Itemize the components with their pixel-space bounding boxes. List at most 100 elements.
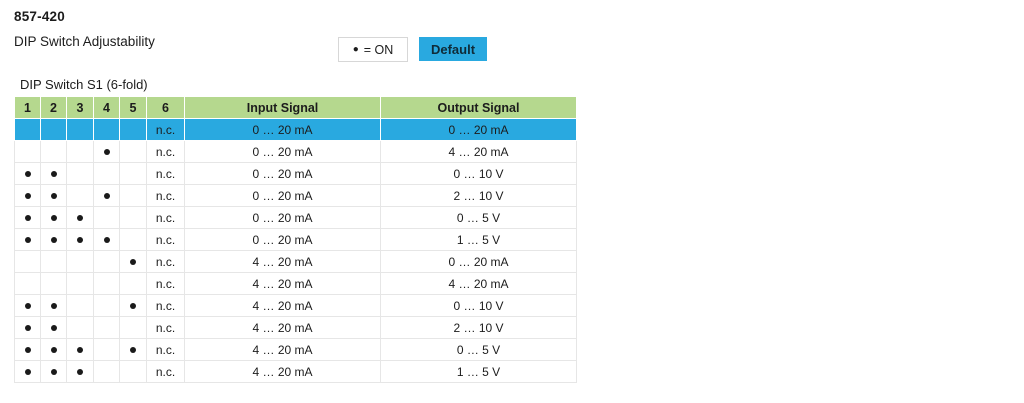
switch-2-cell xyxy=(40,162,67,185)
switch-2-cell xyxy=(40,360,67,383)
on-dot-icon xyxy=(24,193,31,200)
switch-3-cell xyxy=(66,250,94,273)
switch-5-cell xyxy=(119,294,147,317)
switch-5-cell xyxy=(119,360,147,383)
switch-1-cell xyxy=(14,272,41,295)
switch-4-cell xyxy=(93,338,120,361)
switch-3-cell xyxy=(66,162,94,185)
switch-6-cell: n.c. xyxy=(146,228,185,251)
switch-2-cell xyxy=(40,184,67,207)
switch-6-cell: n.c. xyxy=(146,338,185,361)
table-row: n.c. 0 … 20 mA 1 … 5 V xyxy=(14,228,577,251)
input-signal-cell: 4 … 20 mA xyxy=(184,272,381,295)
header-row: 1 2 3 4 5 6 Input Signal Output Signal xyxy=(14,96,577,119)
on-dot-icon xyxy=(103,193,110,200)
switch-4-cell xyxy=(93,228,120,251)
output-signal-cell: 0 … 5 V xyxy=(380,206,577,229)
switch-2-cell xyxy=(40,338,67,361)
switch-3-cell xyxy=(66,206,94,229)
switch-2-cell xyxy=(40,294,67,317)
table-row: n.c. 4 … 20 mA 1 … 5 V xyxy=(14,360,577,383)
switch-3-cell xyxy=(66,360,94,383)
output-signal-cell: 2 … 10 V xyxy=(380,184,577,207)
table-caption: DIP Switch S1 (6-fold) xyxy=(20,77,148,92)
switch-2-cell xyxy=(40,272,67,295)
on-dot-icon xyxy=(77,369,83,376)
switch-3-cell xyxy=(66,118,94,141)
switch-6-cell: n.c. xyxy=(146,250,185,273)
column-header-3: 3 xyxy=(66,96,94,119)
switch-1-cell xyxy=(14,206,41,229)
default-legend-badge: Default xyxy=(419,37,487,61)
switch-6-cell: n.c. xyxy=(146,162,185,185)
switch-1-cell xyxy=(14,228,41,251)
table-row: n.c. 4 … 20 mA 0 … 5 V xyxy=(14,338,577,361)
switch-6-cell: n.c. xyxy=(146,140,185,163)
on-dot-icon xyxy=(77,237,83,244)
switch-3-cell xyxy=(66,294,94,317)
switch-4-cell xyxy=(93,140,120,163)
switch-4-cell xyxy=(93,162,120,185)
on-dot-icon xyxy=(130,347,136,354)
switch-4-cell xyxy=(93,118,120,141)
output-signal-cell: 0 … 10 V xyxy=(380,294,577,317)
on-dot-icon xyxy=(130,259,136,266)
switch-1-cell xyxy=(14,294,41,317)
column-header-input-signal: Input Signal xyxy=(184,96,381,119)
output-signal-cell: 2 … 10 V xyxy=(380,316,577,339)
input-signal-cell: 0 … 20 mA xyxy=(184,140,381,163)
switch-2-cell xyxy=(40,250,67,273)
switch-5-cell xyxy=(119,184,147,207)
dip-switch-table: 1 2 3 4 5 6 Input Signal Output Signal n.c. 0 … … xyxy=(14,96,577,383)
on-dot-icon xyxy=(50,303,57,310)
on-dot-icon xyxy=(77,215,83,222)
table-row: n.c. 0 … 20 mA 0 … 10 V xyxy=(14,162,577,185)
input-signal-cell: 4 … 20 mA xyxy=(184,250,381,273)
column-header-output-signal: Output Signal xyxy=(380,96,577,119)
switch-1-cell xyxy=(14,338,41,361)
output-signal-cell: 0 … 20 mA xyxy=(380,118,577,141)
page-title: 857-420 xyxy=(14,9,65,24)
column-header-2: 2 xyxy=(40,96,67,119)
on-dot-icon xyxy=(103,149,110,156)
switch-6-cell: n.c. xyxy=(146,294,185,317)
on-dot-icon xyxy=(50,215,57,222)
on-dot-icon xyxy=(24,215,31,222)
on-dot-icon xyxy=(24,303,31,310)
input-signal-cell: 4 … 20 mA xyxy=(184,338,381,361)
switch-6-cell: n.c. xyxy=(146,206,185,229)
on-dot-icon xyxy=(130,303,136,310)
switch-2-cell xyxy=(40,228,67,251)
input-signal-cell: 4 … 20 mA xyxy=(184,316,381,339)
switch-3-cell xyxy=(66,316,94,339)
input-signal-cell: 0 … 20 mA xyxy=(184,184,381,207)
switch-5-cell xyxy=(119,250,147,273)
switch-1-cell xyxy=(14,140,41,163)
switch-6-cell: n.c. xyxy=(146,360,185,383)
switch-5-cell xyxy=(119,316,147,339)
on-dot-icon xyxy=(103,237,110,244)
switch-5-cell xyxy=(119,118,147,141)
on-dot-icon: ● xyxy=(352,44,359,55)
switch-6-cell: n.c. xyxy=(146,184,185,207)
on-dot-icon xyxy=(50,347,57,354)
input-signal-cell: 0 … 20 mA xyxy=(184,162,381,185)
table-row: n.c. 0 … 20 mA 0 … 5 V xyxy=(14,206,577,229)
switch-4-cell xyxy=(93,360,120,383)
page-subtitle: DIP Switch Adjustability xyxy=(14,34,155,49)
on-legend-label: = ON xyxy=(363,42,394,57)
output-signal-cell: 0 … 10 V xyxy=(380,162,577,185)
switch-3-cell xyxy=(66,140,94,163)
table-row: n.c. 4 … 20 mA 0 … 10 V xyxy=(14,294,577,317)
input-signal-cell: 0 … 20 mA xyxy=(184,118,381,141)
table-body: n.c. 0 … 20 mA 0 … 20 mA n.c. 0 … 20 mA 4 … 2… xyxy=(14,118,577,383)
output-signal-cell: 0 … 20 mA xyxy=(380,250,577,273)
table-row-default: n.c. 0 … 20 mA 0 … 20 mA xyxy=(14,118,577,141)
column-header-5: 5 xyxy=(119,96,147,119)
switch-1-cell xyxy=(14,316,41,339)
on-dot-icon xyxy=(24,325,31,332)
on-legend: ● = ON xyxy=(338,37,408,62)
switch-1-cell xyxy=(14,118,41,141)
switch-6-cell: n.c. xyxy=(146,272,185,295)
table-header: 1 2 3 4 5 6 Input Signal Output Signal xyxy=(14,96,577,119)
